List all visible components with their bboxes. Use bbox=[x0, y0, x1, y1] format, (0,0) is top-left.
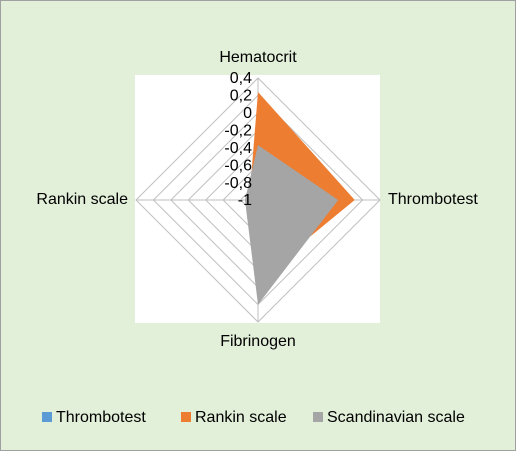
category-label: Rankin scale bbox=[36, 191, 128, 208]
legend-label: Thrombotest bbox=[56, 409, 146, 426]
legend-swatch bbox=[181, 412, 191, 422]
legend-swatch bbox=[42, 412, 52, 422]
legend-label: Rankin scale bbox=[195, 409, 287, 426]
category-label: Hematocrit bbox=[219, 49, 297, 66]
tick-label: 0 bbox=[243, 105, 252, 122]
tick-label: -0,2 bbox=[224, 123, 252, 140]
labels-layer: 0,40,20-0,2-0,4-0,6-0,8-1 Hematocrit Throm… bbox=[36, 49, 478, 426]
category-label: Fibrinogen bbox=[220, 333, 296, 350]
tick-label: -1 bbox=[238, 192, 252, 209]
legend-swatch bbox=[313, 412, 323, 422]
category-label: Thrombotest bbox=[388, 191, 478, 208]
tick-label: 0,4 bbox=[230, 70, 252, 87]
tick-label: 0,2 bbox=[230, 88, 252, 105]
legend-label: Scandinavian scale bbox=[327, 409, 465, 426]
series-area bbox=[244, 145, 339, 305]
tick-label: -0,4 bbox=[224, 140, 252, 157]
series-layer bbox=[244, 91, 355, 305]
tick-label: -0,6 bbox=[224, 157, 252, 174]
tick-label: -0,8 bbox=[224, 175, 252, 192]
